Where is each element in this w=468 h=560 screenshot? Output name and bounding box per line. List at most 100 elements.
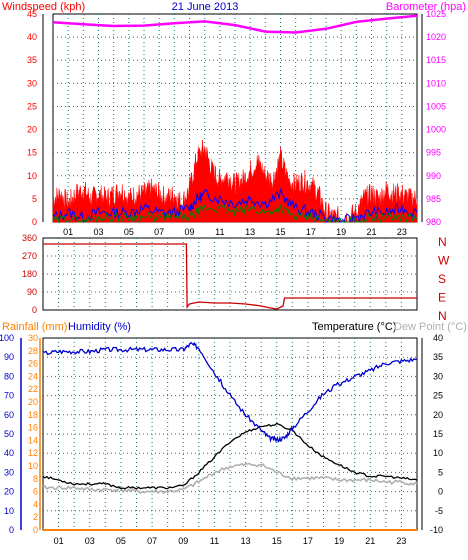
wind-x-tick-label: 17 — [306, 227, 316, 237]
climate-x-tick-label: 15 — [272, 536, 282, 546]
rainfall-tick-label: 12 — [28, 448, 38, 458]
gust-blue-series — [52, 188, 418, 224]
temperature-tick-label: -5 — [435, 506, 443, 516]
compass-label: E — [438, 291, 446, 305]
rainfall-tick-label: 26 — [28, 359, 38, 369]
humidity-tick-label: 90 — [4, 352, 14, 362]
climate-x-tick-label: 17 — [303, 536, 313, 546]
temperature-tick-label: 25 — [433, 391, 443, 401]
windspeed-tick-label: 30 — [27, 78, 37, 88]
humidity-tick-label: 10 — [4, 506, 14, 516]
humidity-tick-label: 30 — [4, 467, 14, 477]
temperature-tick-label: 30 — [433, 371, 443, 381]
humidity-tick-label: 100 — [0, 333, 14, 343]
climate-x-tick-label: 09 — [178, 536, 188, 546]
windspeed-tick-label: 5 — [32, 194, 37, 204]
barometer-tick-label: 980 — [426, 217, 441, 227]
temperature-series — [42, 422, 418, 490]
windspeed-tick-label: 25 — [27, 101, 37, 111]
barometer-series — [52, 14, 418, 34]
compass-label: N — [438, 235, 447, 249]
chart-layers: 0510152025303540459809859909951000100510… — [0, 9, 450, 546]
humidity-axis-title: Humidity (%) — [68, 321, 131, 333]
windspeed-tick-label: 20 — [27, 125, 37, 135]
temperature-tick-label: -10 — [430, 525, 443, 535]
rainfall-tick-label: 16 — [28, 423, 38, 433]
temperature-tick-label: 15 — [433, 429, 443, 439]
barometer-tick-label: 1020 — [426, 32, 446, 42]
temperature-tick-label: 40 — [433, 333, 443, 343]
dewpoint-series — [42, 462, 418, 495]
rainfall-tick-label: 18 — [28, 410, 38, 420]
barometer-tick-label: 1005 — [426, 101, 446, 111]
direction-tick-label: 90 — [27, 287, 37, 297]
wind-x-tick-label: 15 — [275, 227, 285, 237]
climate-x-tick-label: 11 — [210, 536, 219, 546]
wind-x-tick-label: 21 — [366, 227, 376, 237]
wind-x-tick-label: 11 — [215, 227, 224, 237]
compass-label: N — [438, 309, 447, 323]
climate-x-tick-label: 23 — [396, 536, 406, 546]
climate-x-tick-label: 05 — [116, 536, 126, 546]
direction-series — [43, 243, 417, 310]
rainfall-tick-label: 4 — [33, 499, 38, 509]
humidity-tick-label: 20 — [4, 487, 14, 497]
direction-tick-label: 360 — [22, 233, 37, 243]
wind-x-tick-label: 03 — [93, 227, 103, 237]
barometer-tick-label: 1010 — [426, 78, 446, 88]
climate-x-tick-label: 01 — [54, 536, 64, 546]
rainfall-axis-title: Rainfall (mm) — [2, 321, 67, 333]
wind-x-tick-label: 01 — [63, 227, 73, 237]
barometer-tick-label: 1015 — [426, 55, 446, 65]
windspeed-tick-label: 10 — [27, 171, 37, 181]
gust-green-series — [52, 203, 418, 224]
temperature-tick-label: 10 — [433, 448, 443, 458]
humidity-tick-label: 70 — [4, 391, 14, 401]
rainfall-tick-label: 2 — [33, 512, 38, 522]
climate-x-tick-label: 13 — [241, 536, 251, 546]
wind-x-tick-label: 19 — [336, 227, 346, 237]
direction-tick-label: 180 — [22, 269, 37, 279]
humidity-tick-label: 60 — [4, 410, 14, 420]
temperature-tick-label: 5 — [438, 467, 443, 477]
climate-x-tick-label: 07 — [147, 536, 157, 546]
barometer-tick-label: 985 — [426, 194, 441, 204]
barometer-axis-title: Barometer (hpa) — [386, 1, 466, 13]
temperature-tick-label: 35 — [433, 352, 443, 362]
humidity-tick-label: 50 — [4, 429, 14, 439]
dewpoint-axis-title: Dew Point (°C) — [394, 321, 467, 333]
compass-label: W — [438, 254, 450, 268]
humidity-tick-label: 0 — [9, 525, 14, 535]
climate-x-tick-label: 03 — [85, 536, 95, 546]
wind-x-tick-label: 13 — [245, 227, 255, 237]
barometer-tick-label: 1025 — [426, 9, 446, 19]
rainfall-tick-label: 24 — [28, 371, 38, 381]
windspeed-tick-label: 0 — [32, 217, 37, 227]
barometer-tick-label: 990 — [426, 171, 441, 181]
rainfall-tick-label: 6 — [33, 487, 38, 497]
date-title: 21 June 2013 — [172, 1, 239, 13]
rainfall-tick-label: 20 — [28, 397, 38, 407]
rainfall-tick-label: 8 — [33, 474, 38, 484]
rainfall-tick-label: 28 — [28, 346, 38, 356]
windspeed-tick-label: 35 — [27, 55, 37, 65]
humidity-series — [42, 341, 418, 444]
windspeed-tick-label: 45 — [27, 9, 37, 19]
windspeed-tick-label: 15 — [27, 148, 37, 158]
barometer-tick-label: 1000 — [426, 125, 446, 135]
climate-x-tick-label: 19 — [334, 536, 344, 546]
rainfall-tick-label: 0 — [33, 525, 38, 535]
wind-x-tick-label: 09 — [184, 227, 194, 237]
direction-tick-label: 270 — [22, 251, 37, 261]
rainfall-tick-label: 10 — [28, 461, 38, 471]
barometer-tick-label: 995 — [426, 148, 441, 158]
rainfall-tick-label: 14 — [28, 435, 38, 445]
wind-x-tick-label: 07 — [154, 227, 164, 237]
wind-x-tick-label: 23 — [397, 227, 407, 237]
temperature-axis-title: Temperature (°C) — [312, 321, 396, 333]
direction-tick-label: 0 — [32, 305, 37, 315]
climate-x-tick-label: 21 — [365, 536, 375, 546]
temperature-tick-label: 0 — [438, 487, 443, 497]
